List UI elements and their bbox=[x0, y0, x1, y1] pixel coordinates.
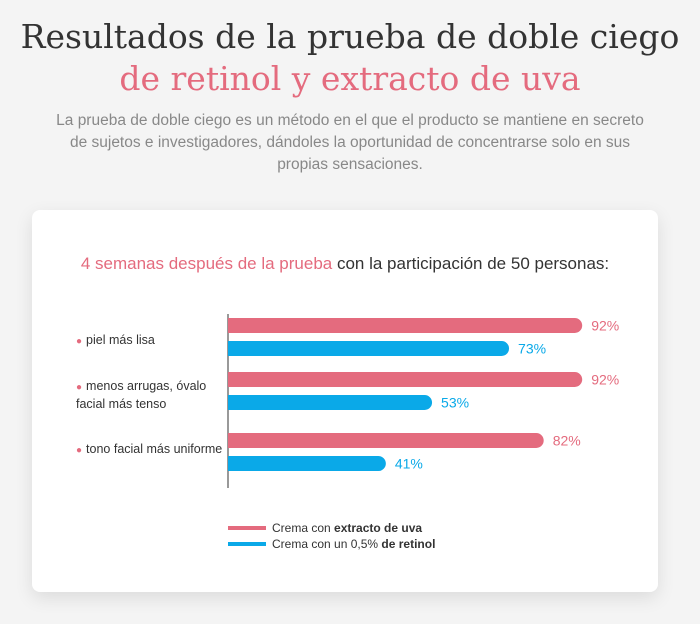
legend-label: Crema con extracto de uva bbox=[272, 521, 423, 535]
category-label-text: menos arrugas, óvalo facial más tenso bbox=[76, 379, 207, 411]
bullet-icon: ● bbox=[76, 445, 83, 456]
data-label: 92% bbox=[591, 318, 619, 334]
bar-base bbox=[228, 456, 243, 471]
bar-base bbox=[228, 318, 243, 333]
chart-title-rest: con la participación de 50 personas: bbox=[332, 254, 610, 273]
bar-chart: 92% 73% 92% 53% 82% 41% bbox=[227, 314, 619, 488]
page-title-part1: Resultados de la prueba de doble ciego bbox=[20, 17, 680, 56]
bar bbox=[228, 433, 544, 448]
page-title-highlight: de retinol y extracto de uva bbox=[119, 59, 581, 98]
page-subtitle: La prueba de doble ciego es un método en… bbox=[56, 112, 644, 173]
data-label: 92% bbox=[591, 372, 619, 388]
chart-legend: Crema con extracto de uva Crema con un 0… bbox=[228, 520, 435, 552]
bar-base bbox=[228, 433, 243, 448]
bar bbox=[228, 341, 510, 356]
bar bbox=[228, 318, 583, 333]
chart-title-highlight: 4 semanas después de la prueba bbox=[80, 254, 333, 273]
data-label: 53% bbox=[441, 395, 469, 411]
data-label: 82% bbox=[553, 433, 581, 449]
bar-base bbox=[228, 395, 243, 410]
legend-item-uva: Crema con extracto de uva bbox=[228, 520, 435, 536]
category-label: ● piel más lisa bbox=[76, 332, 226, 350]
bullet-icon: ● bbox=[76, 382, 83, 393]
bullet-icon: ● bbox=[76, 336, 83, 347]
bar bbox=[228, 372, 583, 387]
category-label: ● menos arrugas, óvalo facial más tenso bbox=[76, 378, 226, 412]
category-label-text: piel más lisa bbox=[86, 333, 155, 347]
legend-item-retinol: Crema con un 0,5% de retinol bbox=[228, 536, 435, 552]
data-label: 41% bbox=[395, 456, 423, 472]
page-title: Resultados de la prueba de doble ciego d… bbox=[0, 16, 700, 100]
data-label: 73% bbox=[518, 341, 546, 357]
chart-title: 4 semanas después de la prueba con la pa… bbox=[62, 254, 628, 273]
bar-base bbox=[228, 341, 243, 356]
bar bbox=[228, 456, 386, 471]
legend-swatch bbox=[228, 526, 266, 530]
legend-swatch bbox=[228, 542, 266, 546]
category-label-text: tono facial más uniforme bbox=[86, 442, 223, 456]
legend-label: Crema con un 0,5% de retinol bbox=[272, 537, 436, 551]
bar-base bbox=[228, 372, 243, 387]
bar bbox=[228, 395, 433, 410]
category-label: ● tono facial más uniforme bbox=[76, 441, 226, 459]
chart-card: 4 semanas después de la prueba con la pa… bbox=[32, 210, 658, 592]
